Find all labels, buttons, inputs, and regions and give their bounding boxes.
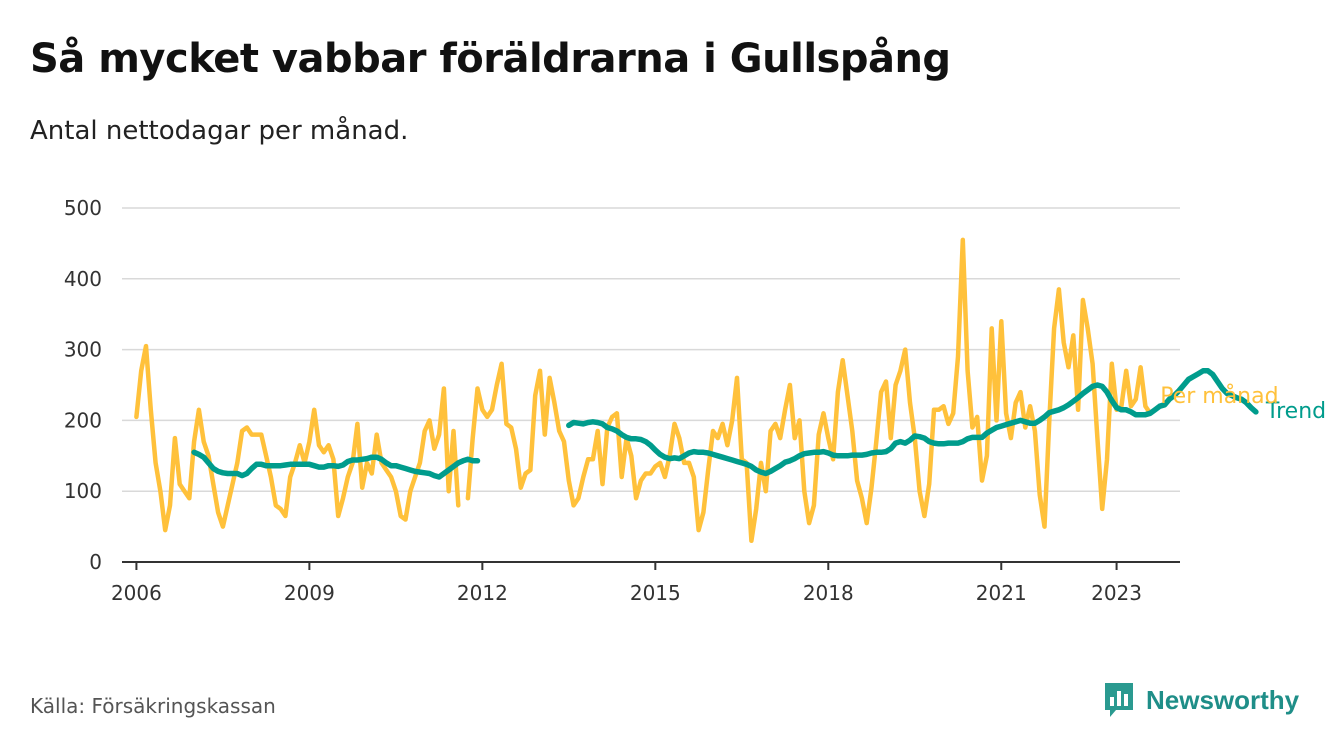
legend-label-per-manad: Per månad xyxy=(1160,383,1278,409)
chart-title: Så mycket vabbar föräldrarna i Gullspång xyxy=(30,36,951,82)
x-axis: 2006 2009 2012 2015 2018 2021 2023 xyxy=(111,561,1180,605)
legend-label-trend: Trend xyxy=(1265,399,1326,424)
y-tick-label: 200 xyxy=(64,408,102,432)
source-note: Källa: Försäkringskassan xyxy=(30,694,276,718)
x-tick-label: 2023 xyxy=(1091,581,1142,605)
x-tick-label: 2009 xyxy=(284,581,335,605)
x-tick-label: 2015 xyxy=(630,581,681,605)
y-tick-label: 100 xyxy=(64,479,102,503)
x-tick-label: 2012 xyxy=(457,581,508,605)
x-tick-label: 2006 xyxy=(111,581,162,605)
chart-subtitle: Antal nettodagar per månad. xyxy=(30,116,409,146)
series-line-per-manad xyxy=(134,237,1153,544)
y-tick-label: 500 xyxy=(64,196,102,220)
brand-name: Newsworthy xyxy=(1146,684,1300,715)
x-tick-label: 2021 xyxy=(976,581,1027,605)
series-line-trend xyxy=(191,368,1259,480)
y-tick-label: 300 xyxy=(64,338,102,362)
y-axis-ticks: 0 100 200 300 400 500 xyxy=(64,196,102,574)
series-group xyxy=(134,237,1259,544)
line-chart: 0 100 200 300 400 500 2006 2009 2012 2015 2018 202… xyxy=(64,196,1326,605)
y-tick-label: 400 xyxy=(64,267,102,291)
x-tick-label: 2018 xyxy=(803,581,854,605)
newsworthy-chart-logo-icon xyxy=(1105,683,1133,717)
brand-logo[interactable]: Newsworthy xyxy=(1102,680,1299,720)
y-tick-label: 0 xyxy=(89,550,102,574)
